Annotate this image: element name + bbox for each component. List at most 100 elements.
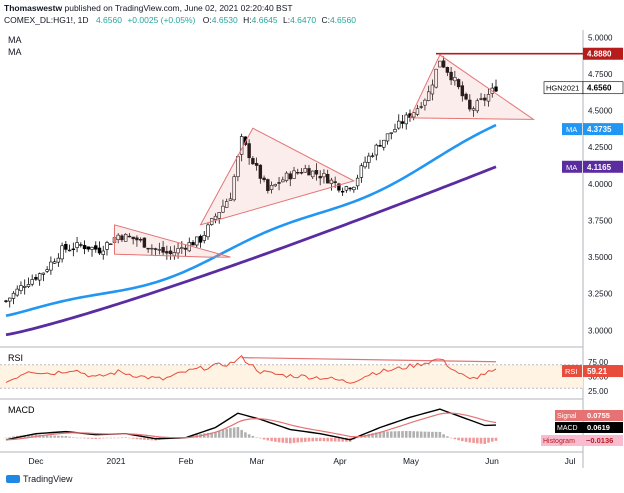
- last-price: 4.6560: [95, 15, 122, 25]
- candle-body: [168, 250, 173, 255]
- candle-body: [415, 108, 420, 115]
- candle-body: [367, 155, 371, 163]
- triangle-pattern-feb[interactable]: [199, 127, 356, 226]
- candle-body: [344, 186, 349, 191]
- pattern-drawings[interactable]: [113, 52, 583, 363]
- histogram-bar: [94, 437, 98, 440]
- histogram-bar: [330, 437, 333, 442]
- histogram-bar: [135, 437, 139, 440]
- candle-body: [363, 161, 367, 168]
- candle-body: [165, 251, 169, 254]
- candle-body: [426, 91, 431, 101]
- high-label: H:: [243, 15, 252, 25]
- histogram-bar: [401, 431, 404, 438]
- candle-body: [475, 100, 479, 112]
- histogram-bar: [30, 434, 34, 438]
- time-tick: Feb: [179, 456, 194, 466]
- histogram-bar: [397, 431, 401, 438]
- candle-body: [34, 277, 38, 280]
- publish-text: published on TradingView.com, June 02, 2…: [64, 3, 293, 13]
- histogram-bar: [464, 437, 468, 442]
- candle-body: [456, 79, 461, 88]
- time-axis[interactable]: Dec 2021 Feb Mar Apr May Jun Jul: [28, 456, 575, 466]
- histogram-bar: [341, 437, 344, 442]
- ma-indicator-label-2[interactable]: MA: [8, 47, 22, 57]
- histogram-bar: [427, 431, 430, 438]
- histogram-bar: [404, 431, 408, 438]
- candle-body: [340, 190, 345, 193]
- candle-body: [41, 272, 46, 275]
- histogram-bar: [322, 437, 326, 442]
- candle-body: [187, 242, 191, 252]
- histogram-bar: [386, 431, 389, 438]
- histogram-bar: [4, 437, 8, 439]
- macd-line: [5, 408, 497, 441]
- histogram-bar: [266, 437, 270, 441]
- histogram-bar: [389, 431, 393, 438]
- candle-body: [183, 247, 188, 250]
- histogram-bar: [53, 435, 56, 438]
- rsi-value-tag: [583, 365, 623, 378]
- histogram-bar: [419, 431, 423, 438]
- histogram-bar: [296, 437, 300, 443]
- rsi-label[interactable]: RSI: [8, 353, 23, 363]
- candle-body: [400, 121, 405, 124]
- candle-body: [486, 94, 491, 102]
- histogram-bar: [83, 437, 86, 439]
- ma-slow-value-tag: [583, 160, 623, 173]
- candle-body: [116, 234, 120, 240]
- histogram-bar: [79, 437, 83, 439]
- macd-label-text: MACD: [557, 425, 578, 432]
- ma-slow-label-text: MA: [566, 163, 577, 172]
- candle-body: [393, 129, 397, 133]
- candle-body: [307, 168, 311, 176]
- ma-fast-line: [5, 123, 497, 317]
- triangle-pattern-may[interactable]: [409, 54, 536, 120]
- candle-body: [11, 292, 16, 299]
- author-name[interactable]: Thomaswestw: [4, 3, 63, 13]
- triangle-pattern-dec[interactable]: [113, 224, 231, 258]
- candle-body: [75, 242, 79, 248]
- candle-body: [56, 257, 61, 263]
- histogram-bar: [475, 437, 479, 444]
- histogram-bar: [150, 437, 154, 441]
- histogram-bar: [64, 435, 68, 438]
- macd-label[interactable]: MACD: [8, 405, 35, 415]
- macd-histogram: [4, 426, 498, 444]
- candle-body: [247, 143, 251, 159]
- candle-body: [370, 155, 375, 157]
- histogram-bar: [57, 435, 60, 438]
- candle-body: [135, 237, 139, 241]
- rsi-divergence-line[interactable]: [241, 357, 497, 363]
- histogram-bar: [240, 429, 243, 438]
- histogram-bar: [494, 437, 498, 441]
- candle-body: [213, 215, 218, 220]
- candle-body: [101, 250, 105, 255]
- histogram-bar: [251, 435, 255, 438]
- candle-body: [202, 235, 206, 241]
- price-tick: 4.5000: [588, 107, 613, 116]
- candle-body: [30, 279, 34, 285]
- price-tick: 3.0000: [588, 326, 613, 335]
- candle-body: [258, 164, 263, 179]
- price-tick: 5.0000: [588, 33, 613, 42]
- symbol-name[interactable]: COMEX_DL:HG1!, 1D: [4, 15, 89, 25]
- candle-body: [483, 97, 487, 101]
- candle-body: [303, 168, 307, 173]
- candle-body: [449, 71, 453, 81]
- candle-body: [37, 273, 42, 281]
- ma-fast-label-text: MA: [566, 125, 577, 134]
- candle-body: [157, 249, 162, 251]
- candle-body: [224, 201, 229, 208]
- resistance-tag-value: 4.8880: [587, 50, 612, 59]
- histogram-bar: [210, 432, 214, 438]
- ma-slow-value-text: 4.1165: [587, 163, 612, 172]
- candle-body: [60, 245, 64, 260]
- ma-indicator-label-1[interactable]: MA: [8, 35, 22, 45]
- signal-line: [5, 412, 497, 441]
- histogram-bar: [270, 437, 273, 442]
- histogram-bar: [214, 432, 217, 438]
- price-axis[interactable]: 5.0000 4.7500 4.5000 4.2500 4.0000 3.7500 3.50…: [588, 33, 613, 335]
- histogram-bar: [461, 437, 464, 442]
